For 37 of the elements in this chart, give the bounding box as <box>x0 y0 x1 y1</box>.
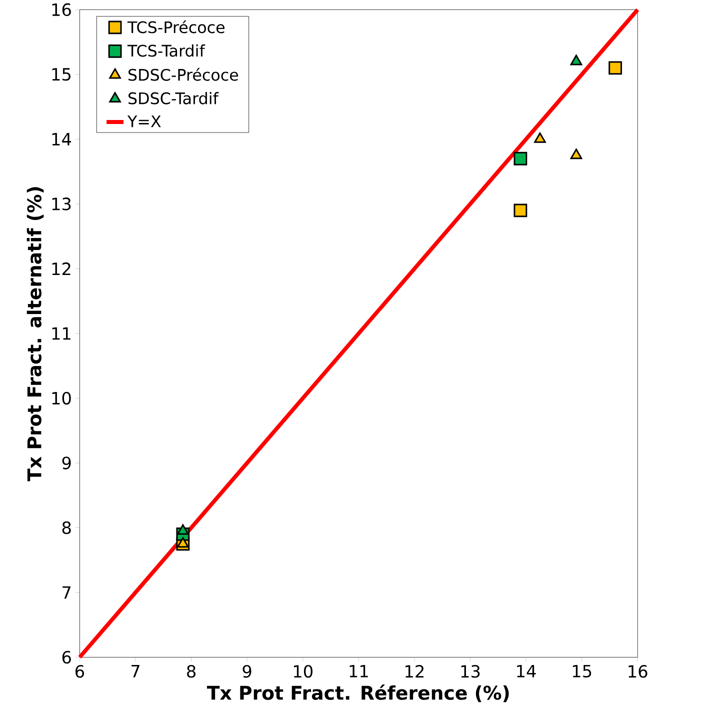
x-tick-label: 9 <box>242 664 252 678</box>
legend-label: TCS-Tardif <box>127 44 205 57</box>
point <box>570 54 582 66</box>
y-tick-label: 12 <box>52 262 70 275</box>
y-tick-label: 15 <box>52 68 70 81</box>
x-tick-label: 10 <box>294 664 312 678</box>
x-tick-label: 14 <box>516 664 536 678</box>
point <box>514 204 527 218</box>
y-tick-label: 16 <box>52 3 71 16</box>
y-tick-label: 7 <box>62 586 70 599</box>
point <box>608 61 622 75</box>
y-axis-title: Tx Prot Fract. alternatif (%) <box>26 187 44 482</box>
x-axis-title: Tx Prot Fract. Réference (%) <box>206 684 509 702</box>
y-tick-label: 9 <box>62 456 71 470</box>
legend-label: TCS-Précoce <box>127 20 224 34</box>
point <box>570 148 582 160</box>
x-tick-label: 13 <box>461 664 480 678</box>
legend-label: SDSC-Précoce <box>128 68 238 81</box>
x-tick-label: 8 <box>186 664 196 678</box>
y-tick-label: 8 <box>62 521 71 534</box>
x-tick-label: 15 <box>572 664 591 678</box>
point <box>514 152 527 166</box>
legend-label: SDSC-Tardif <box>128 92 219 104</box>
point <box>534 132 546 143</box>
y-tick-label: 6 <box>62 650 71 664</box>
point <box>176 524 189 535</box>
x-tick-label: 6 <box>75 664 84 678</box>
y-tick-label: 10 <box>52 392 71 405</box>
x-tick-label: 7 <box>131 664 140 678</box>
y-tick-label: 13 <box>52 198 70 210</box>
x-tick-label: 16 <box>628 664 648 678</box>
x-tick-label: 12 <box>405 664 424 678</box>
y-tick-label: 14 <box>52 133 71 146</box>
legend-label: Y=X <box>127 116 161 128</box>
x-tick-label: 11 <box>350 664 368 678</box>
y-tick-label: 11 <box>52 327 70 340</box>
point <box>176 537 189 548</box>
